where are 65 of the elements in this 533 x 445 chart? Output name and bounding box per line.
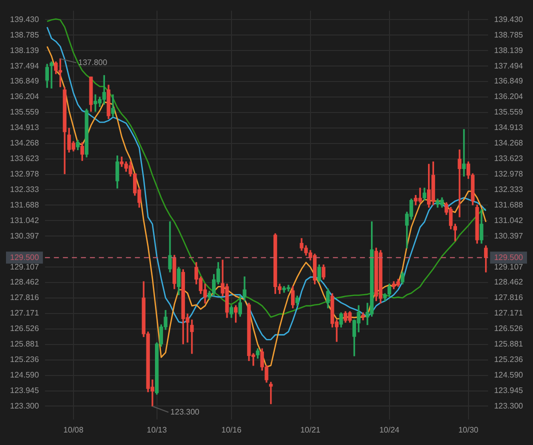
- y2-tick-label: 123.945: [494, 386, 524, 395]
- y-tick-label: 128.462: [10, 278, 40, 287]
- y-tick-label: 137.494: [10, 61, 40, 70]
- candlestick: [361, 312, 365, 320]
- y-tick-label: 133.623: [10, 154, 40, 164]
- candlestick: [462, 129, 466, 176]
- y2-tick-label: 125.236: [494, 355, 524, 364]
- annotation: 123.300: [170, 407, 200, 416]
- y2-tick-label: 131.042: [494, 216, 524, 225]
- y-tick-label: 136.204: [10, 92, 40, 102]
- y2-tick-label: 130.397: [494, 231, 524, 240]
- y-tick-label: 134.913: [10, 123, 40, 132]
- y-tick-label: 127.816: [10, 293, 40, 302]
- text: 129.500: [494, 252, 524, 262]
- y-tick-label: 138.785: [10, 30, 40, 40]
- y-tick-label: 135.559: [10, 108, 40, 117]
- y2-tick-label: 138.785: [494, 30, 524, 40]
- y2-tick-label: 138.139: [494, 46, 524, 55]
- y2-tick-label: 127.171: [494, 308, 524, 318]
- y2-tick-label: 123.300: [494, 401, 524, 410]
- y2-tick-label: 127.816: [494, 293, 524, 302]
- y2-tick-label: 134.913: [494, 123, 524, 132]
- ref-line-label: 129.500: [10, 252, 40, 262]
- y-tick-label: 125.236: [10, 355, 40, 364]
- y2-tick-label: 136.204: [494, 92, 524, 102]
- y2-tick-label: 134.268: [494, 138, 524, 148]
- y2-tick-label: 125.881: [494, 340, 524, 349]
- candlestick: [458, 149, 462, 218]
- y-tick-label: 139.430: [10, 14, 40, 24]
- y2-tick-label: 137.494: [494, 61, 524, 70]
- x-tick-label: 10/16: [221, 425, 242, 434]
- y2-tick-label: 132.978: [494, 169, 524, 178]
- y2-tick-label: 139.430: [494, 14, 524, 24]
- y-tick-label: 123.300: [10, 401, 40, 410]
- y2-tick-label: 136.849: [494, 76, 524, 86]
- y-tick-label: 125.881: [10, 340, 40, 349]
- y-tick-label: 132.333: [10, 184, 40, 194]
- x-tick-label: 10/30: [458, 425, 479, 434]
- y-tick-label: 124.590: [10, 370, 40, 380]
- y2-tick-label: 129.107: [494, 262, 524, 272]
- x-tick-label: 10/24: [379, 425, 400, 434]
- y-tick-label: 134.268: [10, 138, 40, 148]
- x-tick-label: 10/21: [300, 425, 321, 434]
- y-tick-label: 132.978: [10, 169, 40, 178]
- annotation: 137.800: [78, 58, 108, 67]
- y2-tick-label: 126.526: [494, 324, 524, 334]
- y-tick-label: 136.849: [10, 76, 40, 86]
- y2-tick-label: 132.333: [494, 184, 524, 194]
- candlestick: [50, 62, 54, 89]
- y-tick-label: 130.397: [10, 231, 40, 240]
- y2-tick-label: 131.688: [494, 200, 524, 210]
- y2-tick-label: 128.462: [494, 278, 524, 287]
- x-tick-label: 10/13: [146, 425, 168, 434]
- y2-tick-label: 135.559: [494, 108, 524, 117]
- y-tick-label: 129.107: [10, 262, 40, 272]
- y2-tick-label: 124.590: [494, 370, 524, 380]
- y-tick-label: 138.139: [10, 46, 40, 55]
- x-tick-label: 10/08: [63, 425, 84, 434]
- y2-tick-label: 133.623: [494, 154, 524, 164]
- y-tick-label: 131.688: [10, 200, 40, 210]
- y-tick-label: 131.042: [10, 216, 40, 225]
- candlestick: [418, 188, 422, 203]
- y-tick-label: 123.945: [10, 386, 40, 395]
- y-tick-label: 127.171: [10, 308, 40, 318]
- y-tick-label: 126.526: [10, 324, 40, 334]
